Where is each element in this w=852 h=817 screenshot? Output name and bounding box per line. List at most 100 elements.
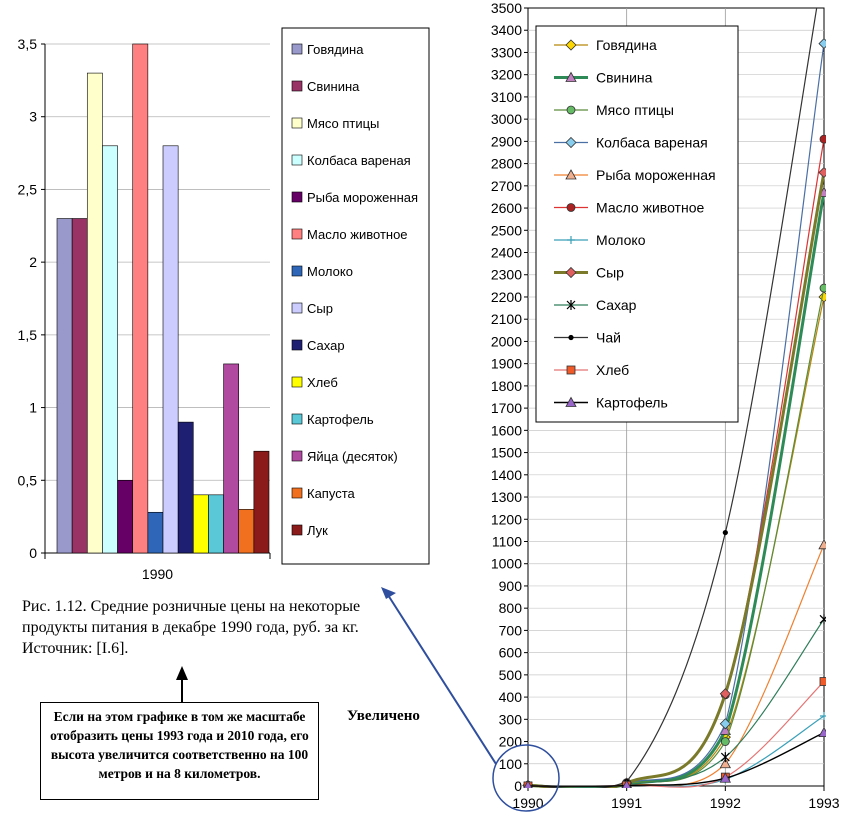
y-tick-label: 100: [499, 756, 523, 772]
legend-label: Свинина: [307, 79, 360, 94]
bar-7: [147, 511, 164, 554]
data-point: [719, 688, 731, 700]
legend-marker: [567, 236, 575, 244]
legend-swatch: [291, 191, 303, 203]
y-tick-label: 2200: [491, 289, 522, 305]
bar-14: [253, 450, 270, 554]
legend-label: Молоко: [596, 232, 646, 248]
legend-label: Говядина: [596, 37, 657, 53]
legend-marker: [565, 169, 577, 180]
y-tick-label: 3400: [491, 22, 522, 38]
bar-6: [132, 43, 149, 554]
y-tick-label: 2300: [491, 267, 522, 283]
y-tick-label: 600: [499, 645, 523, 661]
legend-label: Говядина: [307, 42, 364, 57]
line-chart: 0 100 200 300 400 500 600 700 800 900 1000 1100 1200…: [491, 0, 840, 811]
y-tick-label: 1000: [491, 556, 522, 572]
data-point: [819, 283, 826, 293]
bar-1: [56, 218, 73, 554]
bar-5: [117, 479, 134, 554]
legend-label: Мясо птицы: [596, 102, 674, 118]
legend-label: Рыба мороженная: [596, 167, 716, 183]
y-tick-label: 2400: [491, 245, 522, 261]
x-category-label: 1990: [142, 566, 173, 582]
bar-12: [223, 363, 240, 554]
legend-swatch: [291, 117, 303, 129]
y-tick-label: 3500: [491, 0, 522, 16]
series-line-9: [527, 618, 825, 788]
data-point: [820, 711, 826, 720]
y-tick-label: 3300: [491, 44, 522, 60]
legend-label: Сахар: [307, 338, 345, 353]
y-tick-label: 500: [499, 667, 523, 683]
bar-13: [238, 509, 255, 554]
y-tick-label: 400: [499, 689, 523, 705]
y-tick-label: 2600: [491, 200, 522, 216]
line-legend: [535, 25, 739, 423]
legend-label: Картофель: [596, 395, 668, 411]
series-line-12: [527, 732, 825, 787]
series-line-10: [527, 8, 818, 788]
y-tick-label: 0: [29, 545, 37, 561]
bar-chart: 0 0,5 1 1,5 2 2,5 3 3,5 1990 Говядина Свинина Мясо …: [18, 27, 430, 582]
note-arrow-head: [176, 666, 188, 680]
y-tick-label: 2700: [491, 178, 522, 194]
legend-label: Сыр: [307, 301, 333, 316]
y-tick-label: 1,5: [18, 327, 38, 343]
bar-10: [192, 494, 209, 554]
y-tick-label: 700: [499, 622, 523, 638]
y-tick-label: 0: [514, 778, 522, 794]
legend-swatch: [291, 339, 303, 351]
bar-3: [86, 72, 103, 554]
data-point: [720, 737, 730, 746]
legend-swatch: [291, 43, 303, 55]
legend-label: Колбаса вареная: [307, 153, 411, 168]
legend-label: Лук: [307, 523, 328, 538]
legend-label: Яйца (десяток): [307, 449, 398, 464]
y-tick-label: 2500: [491, 222, 522, 238]
legend-swatch: [291, 154, 303, 166]
y-tick-label: 2000: [491, 333, 522, 349]
data-point: [818, 166, 826, 179]
legend-label: Капуста: [307, 486, 356, 501]
data-point: [722, 529, 728, 536]
legend-swatch: [291, 228, 303, 240]
x-tick-label: 1992: [710, 795, 741, 811]
data-point: [819, 677, 826, 686]
legend-swatch: [291, 524, 303, 536]
y-tick-label: 3100: [491, 89, 522, 105]
y-tick-label: 3200: [491, 67, 522, 83]
legend-marker: [565, 396, 577, 407]
bar-4: [102, 145, 118, 554]
legend-label: Сыр: [596, 265, 624, 281]
data-point: [523, 780, 533, 788]
y-tick-label: 0,5: [18, 472, 38, 488]
data-point: [719, 772, 732, 783]
legend-marker: [566, 300, 576, 310]
legend-marker: [566, 105, 576, 115]
figure-caption: Рис. 1.12. Средние розничные цены на нек…: [22, 598, 361, 657]
y-tick-label: 3000: [491, 111, 522, 127]
y-tick-label: 1300: [491, 489, 522, 505]
x-tick-label: 1993: [808, 795, 839, 811]
bar-legend: [281, 27, 430, 565]
annotations: [176, 587, 560, 812]
y-tick-label: 300: [499, 711, 523, 727]
legend-swatch: [291, 487, 303, 499]
legend-label: Хлеб: [307, 375, 338, 390]
bar-9: [177, 421, 194, 554]
y-tick-label: 1900: [491, 356, 522, 372]
y-tick-label: 1200: [491, 511, 522, 527]
y-tick-label: 2800: [491, 156, 522, 172]
legend-swatch: [291, 265, 303, 277]
y-tick-label: 1: [29, 400, 37, 416]
legend-label: Хлеб: [596, 362, 629, 378]
x-tick-label: 1991: [611, 795, 642, 811]
legend-label: Свинина: [596, 70, 653, 86]
legend-marker: [566, 365, 576, 375]
bar-2: [71, 218, 88, 554]
bar-11: [208, 494, 224, 554]
zoom-circle: [492, 744, 560, 812]
note-box: Если на этом графике в том же масштабе о…: [40, 702, 319, 800]
series-line-1: [527, 296, 825, 788]
